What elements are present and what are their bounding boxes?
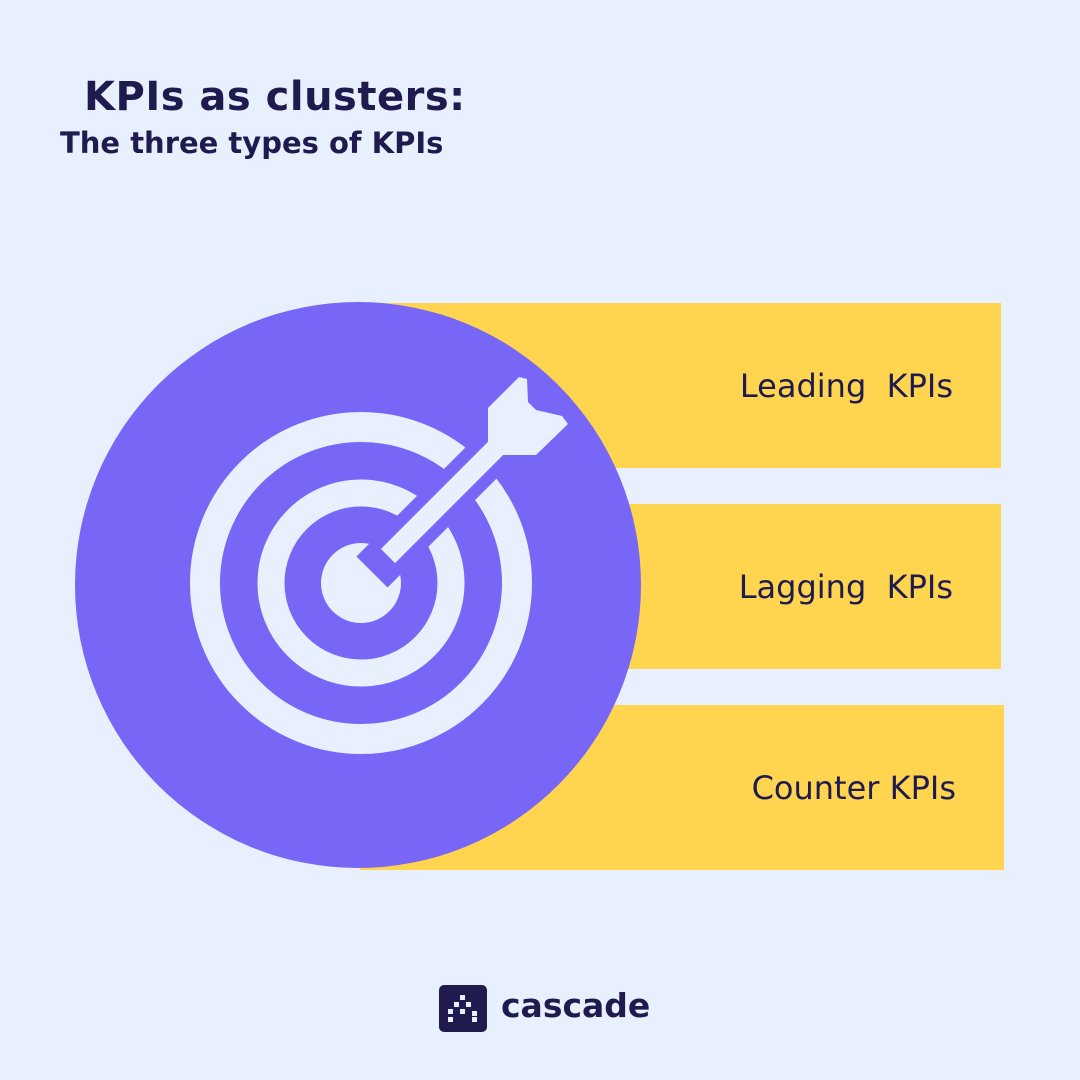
bar-label: Lagging KPIs <box>738 567 953 606</box>
title: KPIs as clusters: <box>84 74 466 120</box>
target-with-arrow-icon <box>190 377 568 754</box>
cascade-logo <box>439 985 487 1032</box>
bar-label: Counter KPIs <box>751 768 956 807</box>
target-middle-ring <box>257 479 465 687</box>
target-outer-ring <box>190 412 532 754</box>
brand-name: cascade <box>501 986 651 1025</box>
arrow-shaft <box>380 431 513 564</box>
bar-label: Leading KPIs <box>739 366 953 405</box>
subtitle: The three types of KPIs <box>60 126 444 160</box>
cascade-logo-icon <box>448 995 477 1022</box>
arrow-fletching <box>488 377 568 455</box>
